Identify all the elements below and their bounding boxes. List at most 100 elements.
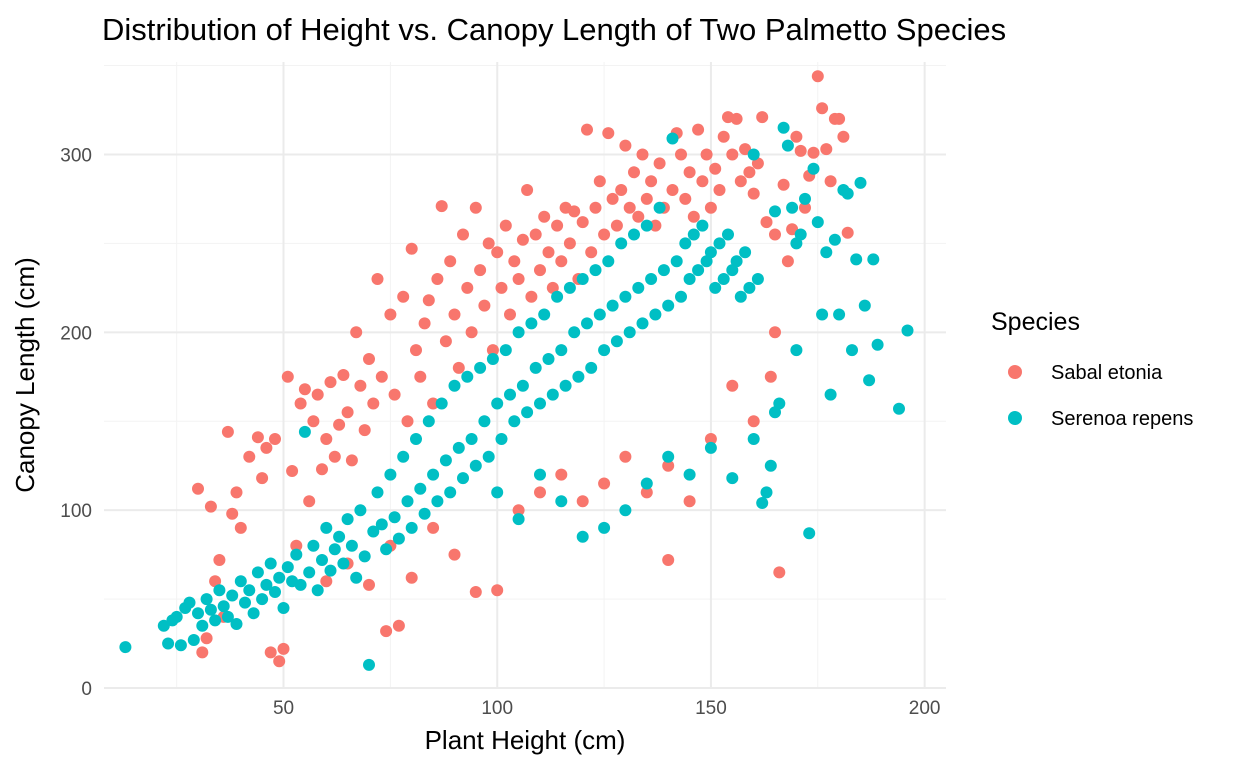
scatter-point [704, 201, 717, 214]
series-sabal-etonia [192, 70, 854, 668]
scatter-point [247, 607, 260, 620]
scatter-point [534, 468, 546, 481]
legend-marker-sabal-etonia [1008, 365, 1022, 379]
scatter-point [363, 658, 375, 671]
scatter-point [294, 578, 307, 591]
scatter-point [200, 593, 213, 606]
scatter-point [713, 237, 726, 250]
scatter-point [901, 324, 914, 337]
scatter-point [375, 370, 388, 383]
scatter-point [469, 459, 482, 472]
scatter-point [790, 130, 803, 143]
scatter-point [174, 639, 187, 652]
x-tick-label: 100 [481, 698, 513, 719]
scatter-point [649, 219, 662, 232]
scatter-point [320, 575, 333, 588]
x-tick-label: 150 [695, 698, 727, 719]
scatter-point [739, 246, 752, 259]
scatter-point [311, 388, 324, 401]
scatter-point [358, 424, 371, 437]
scatter-point [799, 192, 811, 205]
scatter-point [773, 566, 786, 579]
scatter-point [551, 290, 564, 303]
scatter-point [234, 575, 247, 588]
scatter-point [478, 415, 491, 428]
scatter-point [491, 486, 504, 499]
scatter-point [221, 425, 234, 438]
scatter-point [726, 264, 739, 277]
scatter-point [260, 578, 273, 591]
scatter-point [277, 642, 290, 655]
scatter-point [653, 201, 666, 214]
legend-title: Species [991, 308, 1080, 336]
scatter-point [704, 433, 717, 445]
scatter-point [734, 175, 747, 188]
scatter-point [734, 290, 747, 303]
scatter-point [675, 290, 687, 303]
scatter-point [337, 557, 350, 570]
scatter-point [251, 566, 264, 579]
scatter-point [448, 308, 461, 321]
scatter-point [649, 308, 662, 321]
scatter-point [555, 255, 568, 268]
x-tick-label: 200 [909, 698, 941, 719]
scatter-point [204, 500, 217, 513]
scatter-point [345, 539, 358, 552]
scatter-point [504, 388, 516, 401]
scatter-point [358, 550, 371, 563]
scatter-point [687, 210, 700, 223]
scatter-point [457, 472, 469, 485]
scatter-point [551, 219, 564, 232]
scatter-point [803, 527, 816, 540]
scatter-point [743, 166, 756, 179]
scatter-point [516, 379, 529, 392]
scatter-point [538, 210, 551, 223]
scatter-point [841, 226, 854, 239]
scatter-point [683, 495, 696, 508]
scatter-point [764, 459, 777, 472]
y-tick-label: 100 [60, 501, 92, 522]
scatter-point [598, 344, 611, 357]
x-axis-title: Plant Height (cm) [425, 725, 626, 755]
scatter-point [777, 178, 790, 191]
scatter-point [619, 290, 632, 303]
scatter-point [615, 184, 628, 196]
scatter-point [192, 607, 204, 620]
chart-title: Distribution of Height vs. Canopy Length… [102, 12, 1006, 47]
scatter-point [512, 273, 525, 285]
scatter-point [478, 299, 491, 312]
scatter-point [273, 655, 286, 668]
scatter-point [610, 219, 623, 232]
scatter-point [444, 255, 457, 268]
y-tick-label: 200 [60, 323, 92, 344]
scatter-point [563, 281, 576, 294]
scatter-point [341, 406, 354, 419]
scatter-point [606, 192, 619, 205]
scatter-point [867, 253, 880, 266]
scatter-point [675, 148, 687, 161]
scatter-point [256, 593, 269, 606]
scatter-point [636, 317, 649, 330]
scatter-point [662, 450, 675, 463]
scatter-point [294, 397, 307, 410]
scatter-point [226, 507, 239, 520]
scatter-point [756, 111, 769, 124]
scatter-point [568, 326, 581, 339]
scatter-point [816, 102, 829, 115]
scatter-point [397, 450, 410, 463]
scatter-point [598, 477, 611, 490]
scatter-point [683, 166, 696, 179]
scatter-point [593, 308, 606, 321]
scatter-point [679, 192, 692, 205]
scatter-point [726, 472, 739, 485]
scatter-point [427, 397, 440, 410]
scatter-point [521, 184, 534, 196]
scatter-point [243, 584, 256, 597]
scatter-point [747, 187, 760, 200]
scatter-point [794, 144, 807, 157]
scatter-point [281, 561, 294, 574]
scatter-point [893, 402, 905, 415]
scatter-point [431, 273, 444, 285]
scatter-point [598, 521, 611, 534]
scatter-point [452, 361, 465, 374]
